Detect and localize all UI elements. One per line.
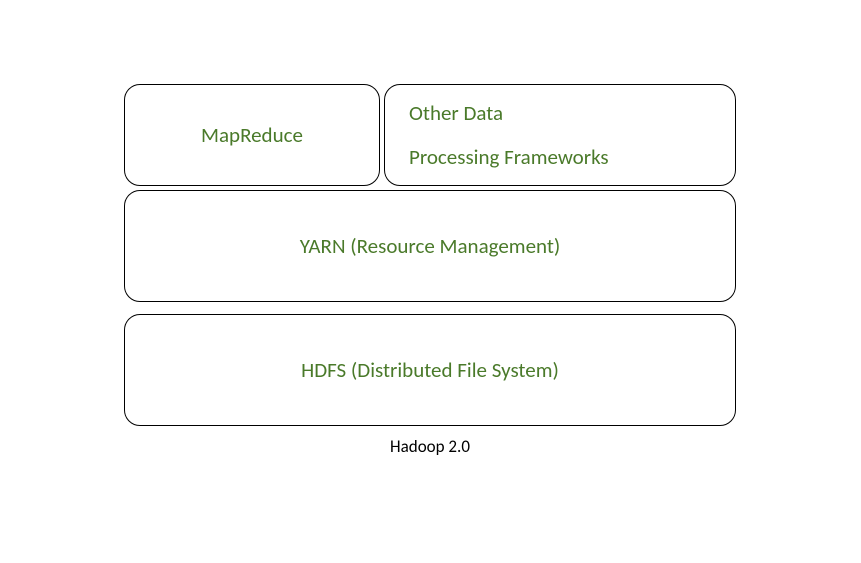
yarn-box: YARN (Resource Management) (124, 190, 736, 302)
diagram-caption: Hadoop 2.0 (124, 436, 736, 457)
other-frameworks-label-line2: Processing Frameworks (409, 144, 609, 170)
other-frameworks-label-line1: Other Data (409, 100, 503, 126)
top-layer-row: MapReduce Other Data Processing Framewor… (124, 84, 736, 186)
hdfs-label: HDFS (Distributed File System) (301, 357, 559, 383)
hadoop-architecture-diagram: MapReduce Other Data Processing Framewor… (124, 84, 736, 457)
mapreduce-label: MapReduce (201, 122, 303, 148)
hdfs-box: HDFS (Distributed File System) (124, 314, 736, 426)
yarn-label: YARN (Resource Management) (300, 233, 561, 259)
other-frameworks-box: Other Data Processing Frameworks (384, 84, 736, 186)
mapreduce-box: MapReduce (124, 84, 380, 186)
